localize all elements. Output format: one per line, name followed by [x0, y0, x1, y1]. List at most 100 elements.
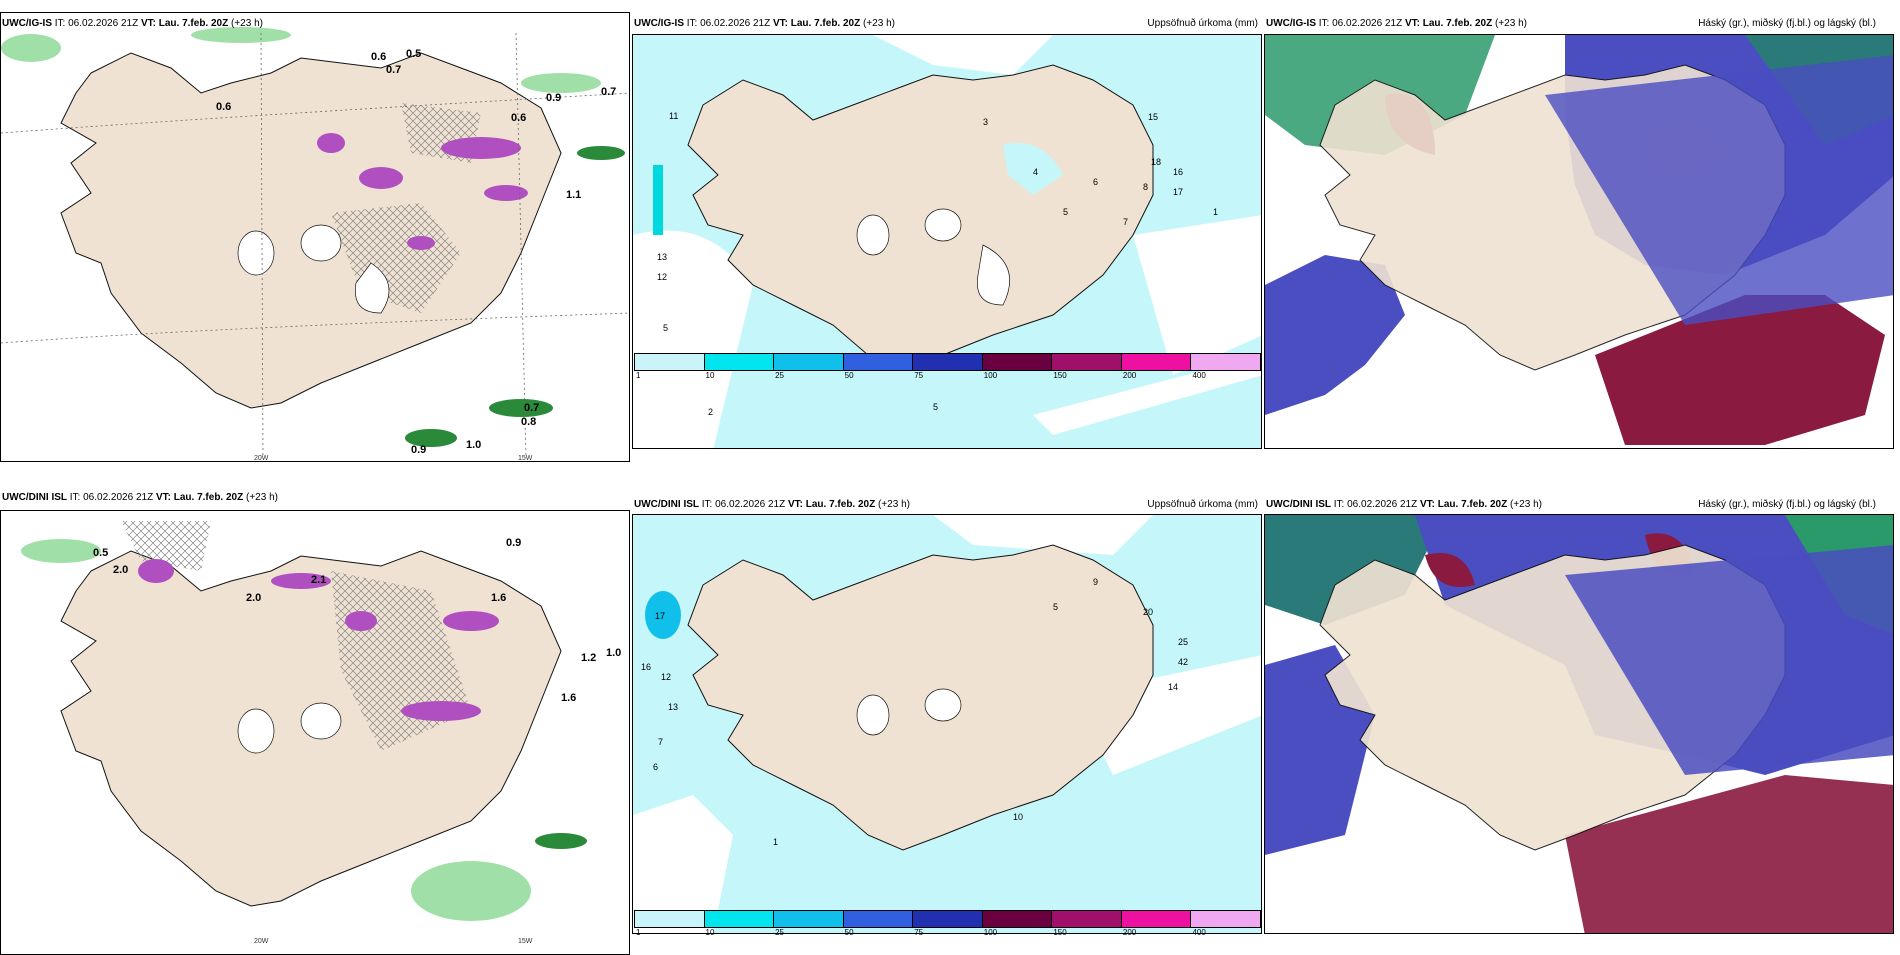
wind-value: 2.0 [113, 564, 128, 576]
legend-tick: 10 [705, 371, 715, 380]
precip-value: 5 [1063, 207, 1068, 217]
precip-value: 4 [1033, 167, 1038, 177]
map-frame[interactable] [1264, 34, 1894, 449]
legend-swatch [773, 910, 844, 928]
precip-value: 7 [658, 737, 663, 747]
legend-tick: 400 [1192, 371, 1206, 380]
legend-swatch [842, 910, 914, 928]
precip-value: 5 [663, 323, 668, 333]
precip-value: 2 [708, 407, 713, 417]
map-frame[interactable]: 17 16 13 12 7 6 20 25 42 14 10 1 9 5 [632, 514, 1262, 934]
wind-value: 0.6 [511, 112, 526, 124]
panel-dini-clouds: UWC/DINI ISL IT: 06.02.2026 21Z VT: Lau.… [1264, 490, 1894, 940]
wind-value: 0.6 [216, 101, 231, 113]
wind-map: 0.5 2.0 2.0 2.1 1.6 1.2 1.0 1.6 0.9 [1, 511, 629, 954]
precip-value: 25 [1178, 637, 1188, 647]
variable-title: Uppsöfnuð úrkoma (mm) [1147, 499, 1258, 510]
map-frame[interactable] [1264, 514, 1894, 934]
wind-value: 1.0 [466, 439, 481, 451]
legend-tick: 200 [1122, 928, 1137, 937]
panel-title: UWC/IG-IS IT: 06.02.2026 21Z VT: Lau. 7.… [2, 18, 263, 29]
legend-tick: 25 [775, 371, 785, 380]
wind-value: 2.1 [311, 574, 326, 586]
legend-swatch [842, 353, 914, 371]
wind-value: 0.8 [521, 416, 536, 428]
variable-title: Háský (gr.), miðský (fj.bl.) og lágský (… [1698, 499, 1876, 510]
legend-tick: 1 [636, 371, 641, 380]
precip-map: 17 16 13 12 7 6 20 25 42 14 10 1 9 5 [633, 515, 1261, 933]
precip-value: 1 [1213, 207, 1218, 217]
legend-swatch [634, 353, 705, 371]
panel-dini-wind: UWC/DINI ISL IT: 06.02.2026 21Z VT: Lau.… [0, 490, 630, 955]
legend-tick: 200 [1122, 371, 1137, 380]
precip-value: 1 [773, 837, 778, 847]
legend-swatch [1190, 353, 1261, 371]
precip-value: 12 [657, 272, 667, 282]
precip-value: 3 [983, 117, 988, 127]
lon-label: 20W [254, 938, 269, 945]
legend-swatch [773, 353, 844, 371]
precip-legend: 1 10 25 50 75 100 150 200 400 [634, 910, 1261, 937]
lon-label: 20W [254, 455, 269, 462]
precip-value: 16 [1173, 167, 1183, 177]
precip-value: 10 [1013, 812, 1023, 822]
legend-tick: 10 [705, 928, 715, 937]
map-frame[interactable]: 0.6 0.7 0.5 0.9 0.7 0.6 0.6 0.9 1.0 0.8 … [0, 12, 630, 462]
legend-tick: 100 [983, 371, 998, 380]
panel-title: UWC/DINI ISL IT: 06.02.2026 21Z VT: Lau.… [2, 492, 278, 503]
wind-value: 0.9 [411, 444, 426, 456]
legend-tick: 25 [775, 928, 785, 937]
panel-igis-wind: UWC/IG-IS IT: 06.02.2026 21Z VT: Lau. 7.… [0, 12, 630, 462]
legend-tick: 150 [1053, 371, 1067, 380]
map-frame[interactable]: 0.5 2.0 2.0 2.1 1.6 1.2 1.0 1.6 0.9 [0, 510, 630, 955]
map-frame[interactable]: 11 13 12 5 2 3 4 5 6 7 8 15 17 18 16 1 5… [632, 34, 1262, 449]
legend-tick: 50 [844, 371, 854, 380]
legend-tick: 150 [1053, 928, 1067, 937]
legend-tick: 1 [636, 928, 641, 937]
precip-value: 13 [668, 702, 678, 712]
panel-title: UWC/IG-IS IT: 06.02.2026 21Z VT: Lau. 7.… [634, 18, 895, 29]
wind-value: 1.6 [561, 692, 576, 704]
precip-value: 7 [1123, 217, 1128, 227]
lon-label: 15W [518, 938, 533, 945]
precip-value: 8 [1143, 182, 1148, 192]
wind-value: 0.6 [371, 51, 386, 63]
lon-label: 15W [518, 455, 533, 462]
precip-map: 11 13 12 5 2 3 4 5 6 7 8 15 17 18 16 1 5… [633, 35, 1261, 448]
legend-swatch [912, 910, 983, 928]
wind-value: 1.6 [491, 592, 506, 604]
precip-value: 15 [1148, 112, 1158, 122]
wind-value: 1.1 [566, 189, 581, 201]
precip-value: 6 [653, 762, 658, 772]
precip-value: 5 [1053, 602, 1058, 612]
legend-swatch [1190, 910, 1261, 928]
precip-value: 9 [1093, 577, 1098, 587]
precip-value: 5 [933, 402, 938, 412]
legend-tick: 75 [914, 371, 924, 380]
wind-value: 2.0 [246, 592, 261, 604]
legend-swatch [1120, 910, 1192, 928]
precip-legend: 1 10 25 50 75 100 150 200 400 [634, 353, 1261, 380]
variable-title: Uppsöfnuð úrkoma (mm) [1147, 18, 1258, 29]
wind-map: 0.6 0.7 0.5 0.9 0.7 0.6 0.6 0.9 1.0 0.8 … [1, 13, 629, 461]
wind-value: 0.9 [546, 92, 561, 104]
legend-tick: 75 [914, 928, 924, 937]
precip-value: 6 [1093, 177, 1098, 187]
legend-swatch [981, 353, 1053, 371]
precip-value: 42 [1178, 657, 1188, 667]
panel-igis-clouds: UWC/IG-IS IT: 06.02.2026 21Z VT: Lau. 7.… [1264, 12, 1894, 462]
panel-igis-precip: UWC/IG-IS IT: 06.02.2026 21Z VT: Lau. 7.… [632, 12, 1262, 462]
legend-swatch [981, 910, 1053, 928]
panel-dini-precip: UWC/DINI ISL IT: 06.02.2026 21Z VT: Lau.… [632, 490, 1262, 940]
wind-value: 0.7 [386, 64, 401, 76]
legend-swatch [1051, 353, 1122, 371]
legend-swatch [703, 353, 775, 371]
legend-swatch [634, 910, 705, 928]
legend-tick: 400 [1192, 928, 1206, 937]
legend-swatch [703, 910, 775, 928]
variable-title: Háský (gr.), miðský (fj.bl.) og lágský (… [1698, 18, 1876, 29]
legend-swatch [1120, 353, 1192, 371]
legend-swatch [912, 353, 983, 371]
panel-title: UWC/DINI ISL IT: 06.02.2026 21Z VT: Lau.… [1266, 499, 1542, 510]
precip-value: 16 [641, 662, 651, 672]
